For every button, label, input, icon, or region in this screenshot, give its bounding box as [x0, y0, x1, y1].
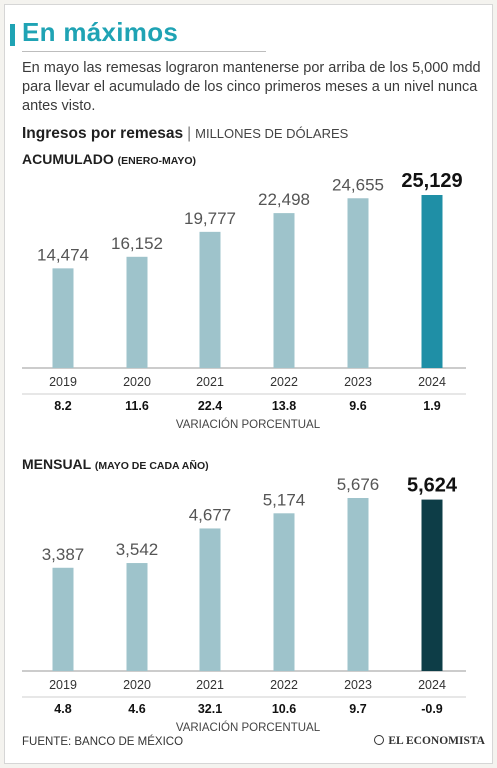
variation-value: 1.9 [423, 399, 440, 413]
variation-value: 13.8 [272, 399, 296, 413]
bar [347, 498, 369, 671]
chart-label-sub: (MAYO DE CADA AÑO) [94, 460, 209, 472]
footer-source: FUENTE: BANCO DE MÉXICO [22, 736, 184, 748]
x-tick-label: 2020 [123, 678, 151, 692]
bar-value-label: 5,676 [337, 475, 380, 494]
variation-value: 8.2 [54, 399, 71, 413]
bar-value-label: 24,655 [332, 175, 384, 194]
section-title: Ingresos por remesas | MILLONES DE DÓLARES [22, 125, 348, 143]
x-tick-label: 2022 [270, 678, 298, 692]
variation-value: 4.6 [128, 702, 145, 716]
section-title-text: Ingresos por remesas [22, 125, 184, 142]
section-units: MILLONES DE DÓLARES [195, 126, 349, 141]
variation-value: 9.6 [349, 399, 366, 413]
variation-value: 32.1 [198, 702, 222, 716]
bar [52, 567, 74, 671]
bar-value-label: 22,498 [258, 190, 310, 209]
bar [273, 213, 295, 368]
bar-value-label: 25,129 [401, 170, 462, 192]
variation-value: 10.6 [272, 702, 296, 716]
chart-label-mensual: MENSUAL (MAYO DE CADA AÑO) [22, 456, 209, 472]
page-title: En máximos [22, 17, 179, 47]
bar [273, 513, 295, 671]
x-tick-label: 2020 [123, 375, 151, 389]
bar [52, 268, 74, 368]
chart-label-acumulado: ACUMULADO (ENERO-MAYO) [22, 151, 196, 167]
bar-value-label: 19,777 [184, 209, 236, 228]
variation-label: VARIACIÓN PORCENTUAL [176, 721, 321, 734]
variation-label: VARIACIÓN PORCENTUAL [176, 418, 321, 431]
bar-value-label: 4,677 [189, 505, 232, 524]
bar [347, 198, 369, 368]
x-tick-label: 2023 [344, 375, 372, 389]
variation-value: 9.7 [349, 702, 366, 716]
chart-mensual: 3,387 2019 4.8 3,542 2020 4.6 4,677 2021 32.1 5,1… [22, 475, 466, 734]
bar [199, 231, 221, 368]
bar-value-label: 3,387 [42, 545, 85, 564]
bar [421, 195, 443, 368]
variation-value: 11.6 [125, 399, 149, 413]
x-tick-label: 2019 [49, 678, 77, 692]
x-tick-label: 2021 [196, 678, 224, 692]
section-separator: | [187, 125, 192, 142]
chart-label-main: ACUMULADO [22, 151, 114, 167]
bar-value-label: 3,542 [116, 540, 159, 559]
x-tick-label: 2024 [418, 678, 446, 692]
chart-label-main: MENSUAL [22, 456, 91, 472]
bar-value-label: 16,152 [111, 234, 163, 253]
x-tick-label: 2021 [196, 375, 224, 389]
bar [126, 256, 148, 368]
bar-value-label: 14,474 [37, 245, 89, 264]
x-tick-label: 2019 [49, 375, 77, 389]
el-economista-logo-icon [374, 735, 385, 745]
chart-acumulado: 14,474 2019 8.2 16,152 2020 11.6 19,777 2021 22.… [22, 170, 466, 431]
variation-value: 4.8 [54, 702, 71, 716]
x-tick-label: 2024 [418, 375, 446, 389]
bar [199, 528, 221, 671]
title-accent-bar [10, 24, 15, 46]
footer-brand: EL ECONOMISTA [374, 735, 485, 747]
bar [421, 499, 443, 671]
chart-label-sub: (ENERO-MAYO) [117, 155, 197, 167]
bar [126, 563, 148, 671]
bar-value-label: 5,174 [263, 490, 306, 509]
page-subtitle: En mayo las remesas lograron mantenerse … [22, 60, 481, 114]
variation-value: 22.4 [198, 399, 222, 413]
infographic-frame [4, 4, 493, 764]
bar-value-label: 5,624 [407, 475, 458, 497]
variation-value: -0.9 [421, 702, 443, 716]
x-tick-label: 2023 [344, 678, 372, 692]
footer-brand-text: EL ECONOMISTA [388, 735, 485, 747]
x-tick-label: 2022 [270, 375, 298, 389]
title-rule [22, 51, 266, 52]
